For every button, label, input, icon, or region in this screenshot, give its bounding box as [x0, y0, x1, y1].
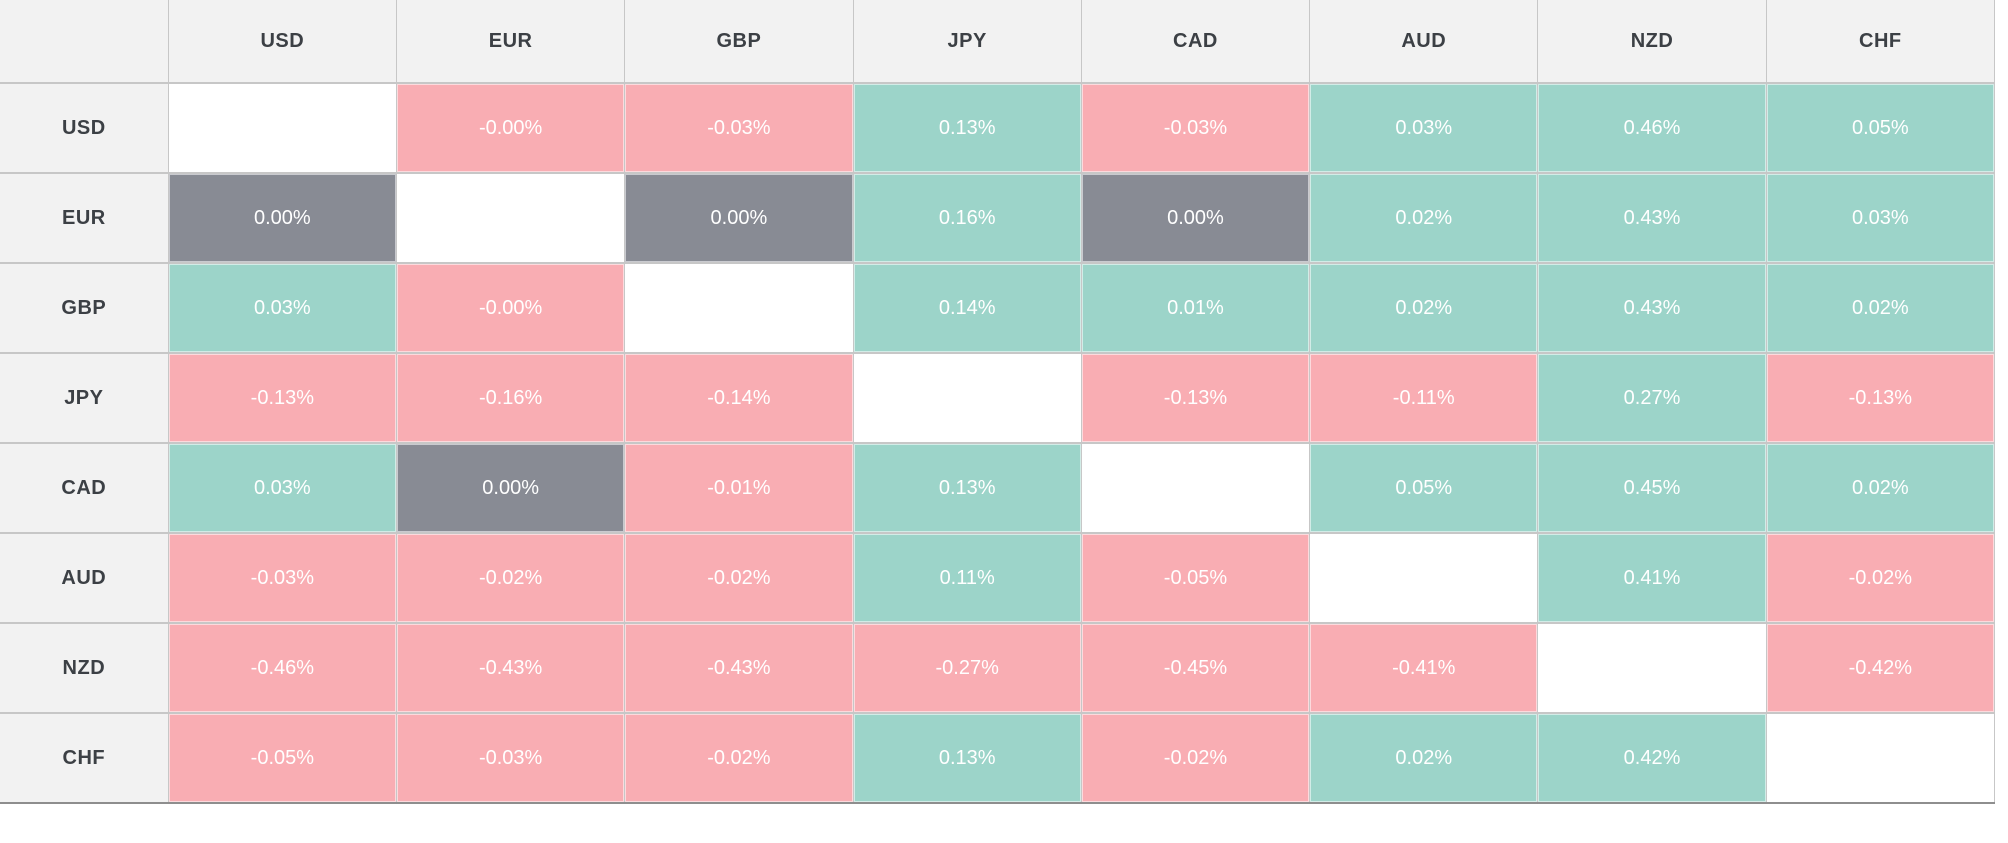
cell-aud-usd: -0.03% [167, 532, 397, 624]
currency-strength-matrix: USD EUR GBP JPY CAD AUD NZD CHF USD -0.00% -0.03%… [0, 0, 1996, 804]
cell-nzd-nzd [1537, 622, 1767, 714]
cell-usd-gbp: -0.03% [624, 82, 854, 174]
cell-usd-cad: -0.03% [1080, 82, 1311, 174]
matrix-row-jpy: JPY -0.13% -0.16% -0.14% -0.13% -0.11% 0.27% -0… [0, 352, 1996, 444]
cell-eur-gbp: 0.00% [624, 172, 854, 264]
cell-cad-eur: 0.00% [395, 442, 626, 534]
column-header-nzd: NZD [1537, 0, 1767, 84]
cell-gbp-aud: 0.02% [1309, 262, 1539, 354]
cell-cad-jpy: 0.13% [852, 442, 1082, 534]
matrix-row-nzd: NZD -0.46% -0.43% -0.43% -0.27% -0.45% -0.41% -… [0, 622, 1996, 714]
column-header-usd: USD [167, 0, 397, 84]
cell-eur-eur [395, 172, 626, 264]
cell-eur-aud: 0.02% [1309, 172, 1539, 264]
cell-nzd-eur: -0.43% [395, 622, 626, 714]
cell-cad-usd: 0.03% [167, 442, 397, 534]
cell-chf-gbp: -0.02% [624, 712, 854, 804]
cell-jpy-chf: -0.13% [1765, 352, 1996, 444]
cell-usd-aud: 0.03% [1309, 82, 1539, 174]
corner-cell [0, 0, 169, 84]
matrix-row-cad: CAD 0.03% 0.00% -0.01% 0.13% 0.05% 0.45% 0.02% [0, 442, 1996, 534]
column-header-chf: CHF [1765, 0, 1996, 84]
cell-jpy-jpy [852, 352, 1082, 444]
cell-nzd-jpy: -0.27% [852, 622, 1082, 714]
cell-aud-aud [1309, 532, 1539, 624]
cell-jpy-gbp: -0.14% [624, 352, 854, 444]
cell-usd-jpy: 0.13% [852, 82, 1082, 174]
cell-eur-cad: 0.00% [1080, 172, 1311, 264]
column-header-eur: EUR [395, 0, 626, 84]
matrix-row-aud: AUD -0.03% -0.02% -0.02% 0.11% -0.05% 0.41% -0.… [0, 532, 1996, 624]
cell-chf-nzd: 0.42% [1537, 712, 1767, 804]
column-header-cad: CAD [1080, 0, 1311, 84]
row-header-nzd: NZD [0, 622, 169, 714]
cell-cad-gbp: -0.01% [624, 442, 854, 534]
cell-aud-jpy: 0.11% [852, 532, 1082, 624]
cell-nzd-aud: -0.41% [1309, 622, 1539, 714]
cell-gbp-jpy: 0.14% [852, 262, 1082, 354]
cell-chf-eur: -0.03% [395, 712, 626, 804]
matrix-row-eur: EUR 0.00% 0.00% 0.16% 0.00% 0.02% 0.43% 0.03% [0, 172, 1996, 264]
cell-eur-chf: 0.03% [1765, 172, 1996, 264]
cell-nzd-chf: -0.42% [1765, 622, 1996, 714]
matrix-row-chf: CHF -0.05% -0.03% -0.02% 0.13% -0.02% 0.02% 0.4… [0, 712, 1996, 804]
cell-jpy-usd: -0.13% [167, 352, 397, 444]
row-header-aud: AUD [0, 532, 169, 624]
cell-gbp-chf: 0.02% [1765, 262, 1996, 354]
cell-usd-eur: -0.00% [395, 82, 626, 174]
cell-aud-chf: -0.02% [1765, 532, 1996, 624]
row-header-usd: USD [0, 82, 169, 174]
cell-nzd-cad: -0.45% [1080, 622, 1311, 714]
cell-aud-gbp: -0.02% [624, 532, 854, 624]
cell-cad-chf: 0.02% [1765, 442, 1996, 534]
cell-gbp-nzd: 0.43% [1537, 262, 1767, 354]
cell-cad-aud: 0.05% [1309, 442, 1539, 534]
cell-gbp-usd: 0.03% [167, 262, 397, 354]
column-header-jpy: JPY [852, 0, 1082, 84]
cell-usd-nzd: 0.46% [1537, 82, 1767, 174]
cell-aud-eur: -0.02% [395, 532, 626, 624]
cell-cad-cad [1080, 442, 1311, 534]
cell-eur-jpy: 0.16% [852, 172, 1082, 264]
cell-chf-chf [1765, 712, 1996, 804]
cell-jpy-nzd: 0.27% [1537, 352, 1767, 444]
row-header-gbp: GBP [0, 262, 169, 354]
matrix-header-row: USD EUR GBP JPY CAD AUD NZD CHF [0, 0, 1996, 84]
cell-aud-nzd: 0.41% [1537, 532, 1767, 624]
cell-chf-jpy: 0.13% [852, 712, 1082, 804]
row-header-eur: EUR [0, 172, 169, 264]
cell-eur-usd: 0.00% [167, 172, 397, 264]
matrix-row-gbp: GBP 0.03% -0.00% 0.14% 0.01% 0.02% 0.43% 0.02% [0, 262, 1996, 354]
cell-gbp-eur: -0.00% [395, 262, 626, 354]
cell-jpy-cad: -0.13% [1080, 352, 1311, 444]
cell-nzd-gbp: -0.43% [624, 622, 854, 714]
row-header-cad: CAD [0, 442, 169, 534]
column-header-aud: AUD [1309, 0, 1539, 84]
cell-gbp-cad: 0.01% [1080, 262, 1311, 354]
cell-nzd-usd: -0.46% [167, 622, 397, 714]
row-header-chf: CHF [0, 712, 169, 804]
cell-cad-nzd: 0.45% [1537, 442, 1767, 534]
cell-chf-cad: -0.02% [1080, 712, 1311, 804]
cell-chf-aud: 0.02% [1309, 712, 1539, 804]
cell-jpy-eur: -0.16% [395, 352, 626, 444]
cell-gbp-gbp [624, 262, 854, 354]
cell-chf-usd: -0.05% [167, 712, 397, 804]
matrix-row-usd: USD -0.00% -0.03% 0.13% -0.03% 0.03% 0.46% 0.05… [0, 82, 1996, 174]
cell-usd-usd [167, 82, 397, 174]
row-header-jpy: JPY [0, 352, 169, 444]
cell-jpy-aud: -0.11% [1309, 352, 1539, 444]
cell-usd-chf: 0.05% [1765, 82, 1996, 174]
column-header-gbp: GBP [624, 0, 854, 84]
cell-eur-nzd: 0.43% [1537, 172, 1767, 264]
cell-aud-cad: -0.05% [1080, 532, 1311, 624]
